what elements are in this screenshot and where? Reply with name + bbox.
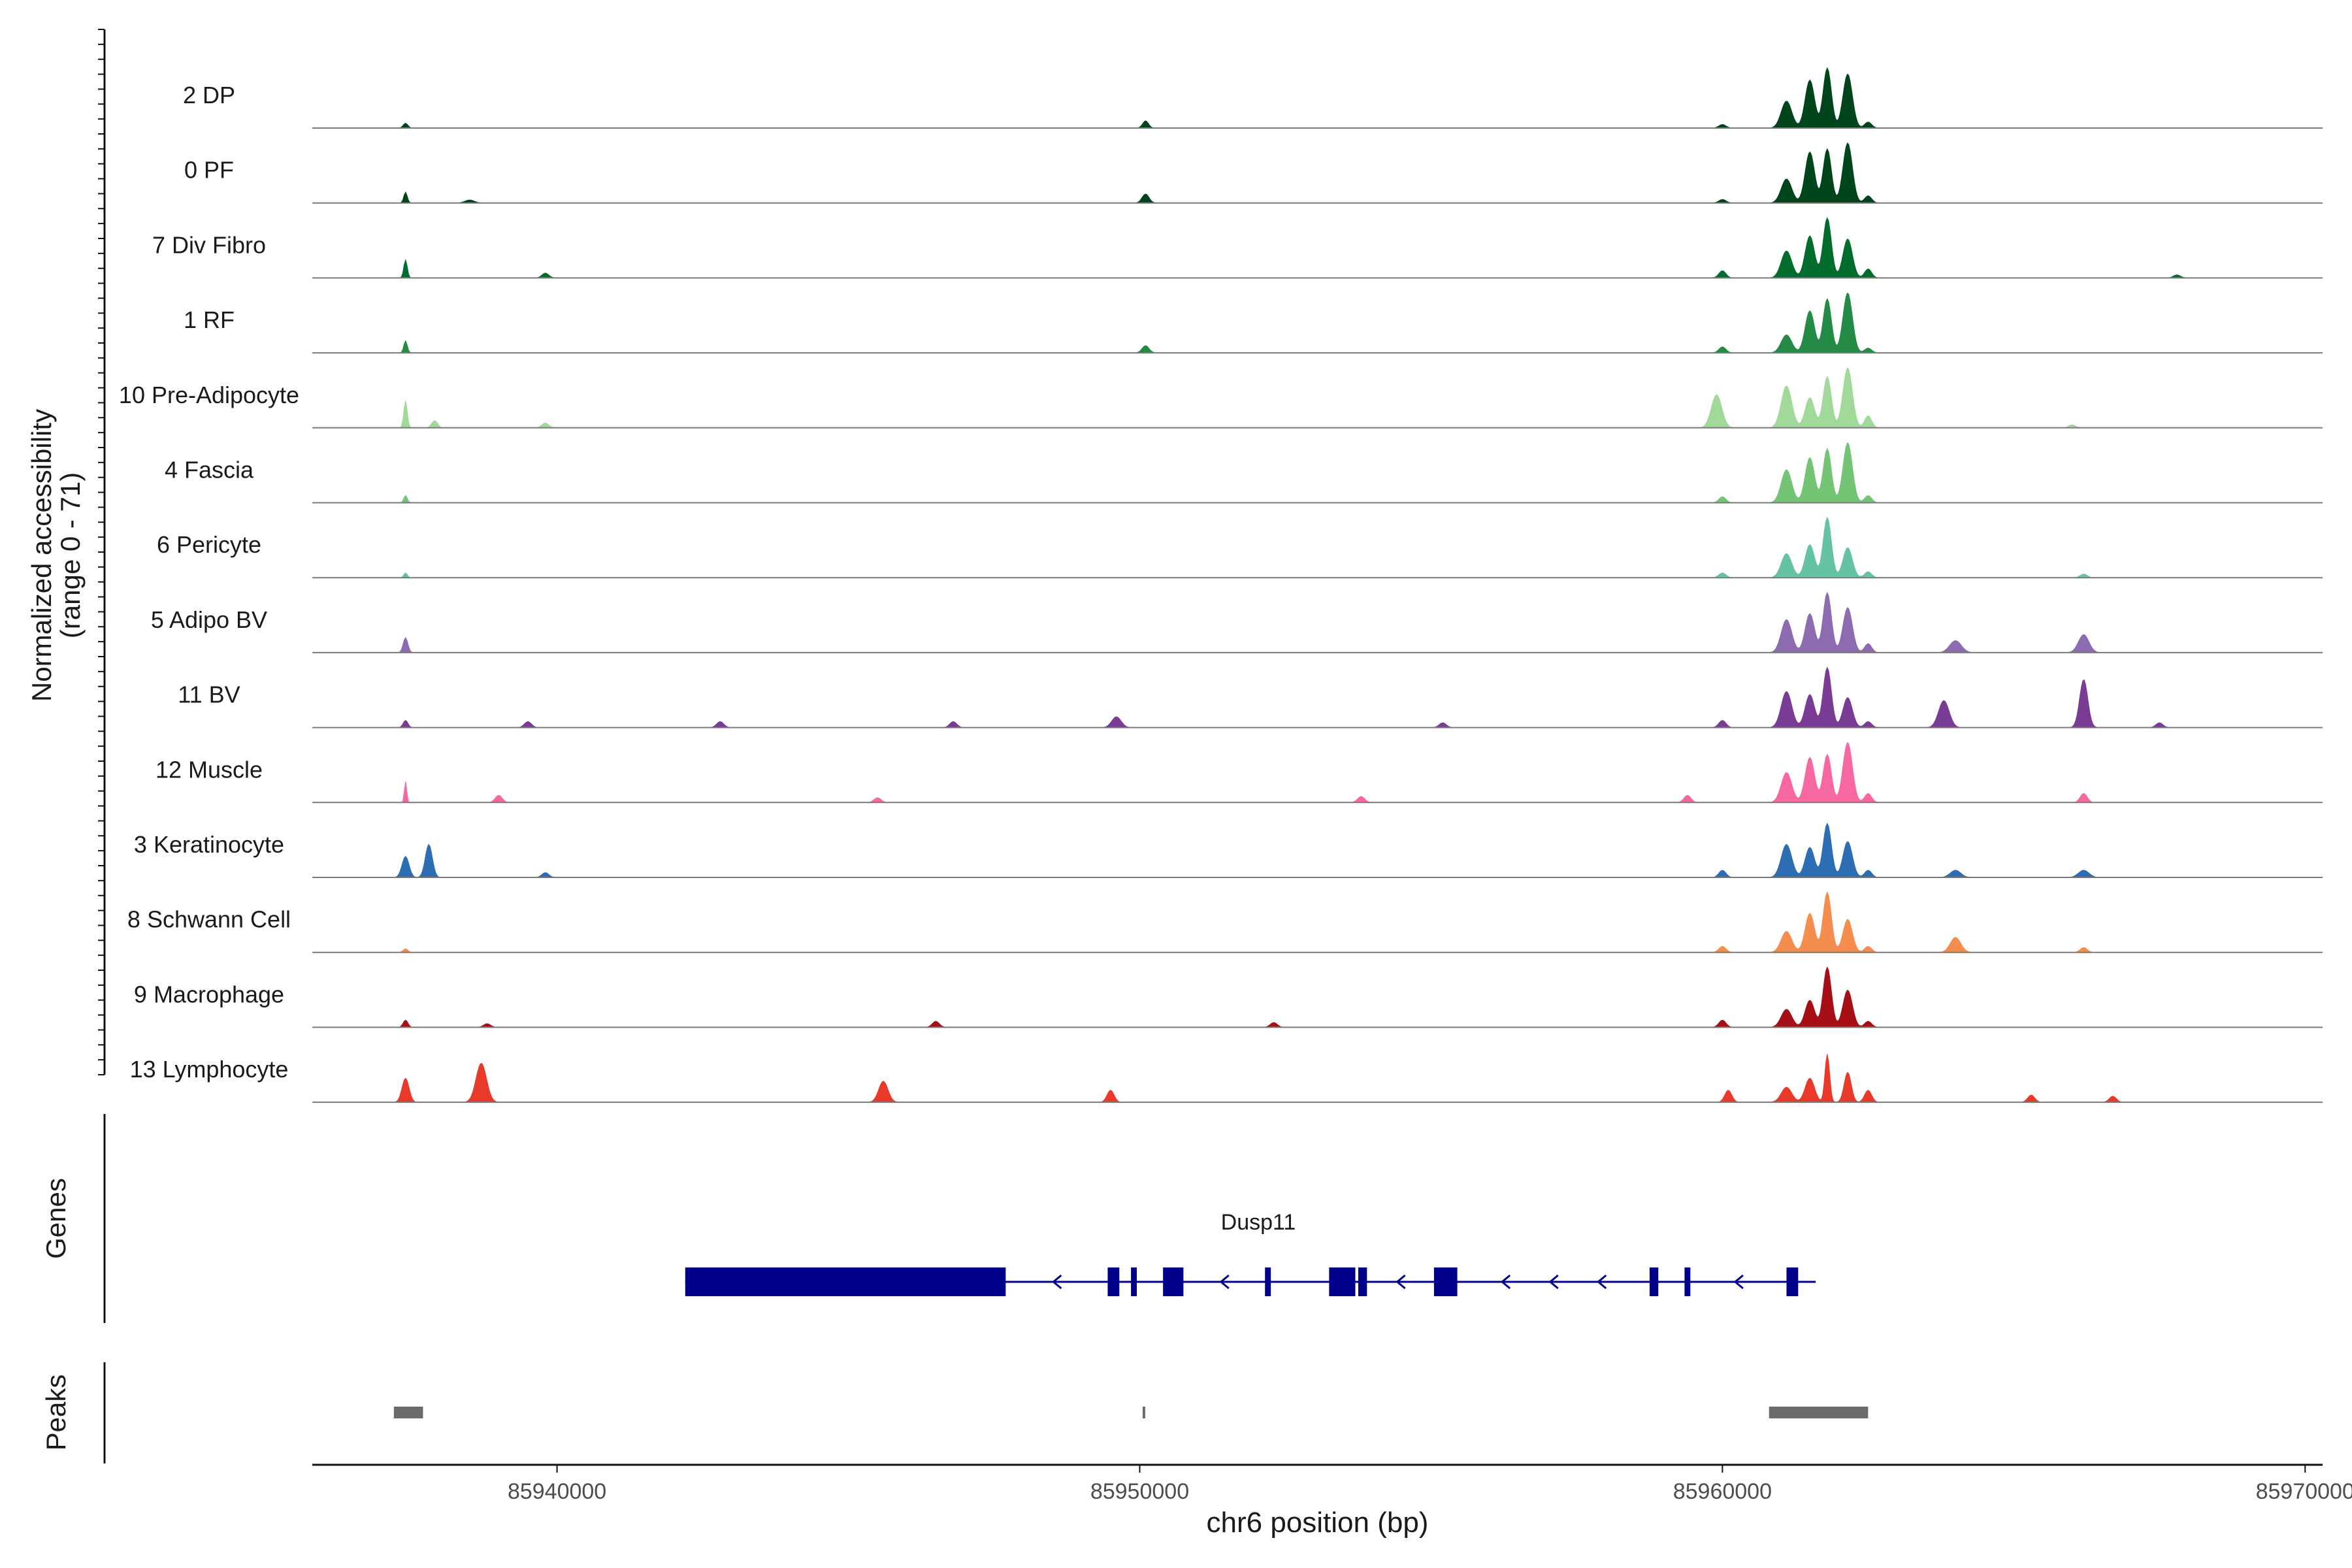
track-4-fascia: 4 Fascia [165, 442, 2323, 504]
track-7-div-fibro: 7 Div Fibro [152, 217, 2323, 279]
track-signal [312, 591, 2323, 653]
x-tick-label: 85950000 [1090, 1479, 1189, 1504]
track-label: 5 Adipo BV [151, 606, 267, 633]
track-signal [312, 891, 2323, 953]
x-tick-label: 85940000 [508, 1479, 606, 1504]
track-label: 8 Schwann Cell [127, 906, 291, 933]
track-signal [312, 217, 2323, 278]
peak-region [1142, 1407, 1145, 1418]
x-tick-label: 85970000 [2256, 1479, 2352, 1504]
track-signal [312, 666, 2323, 728]
track-label: 9 Macrophage [134, 981, 284, 1007]
track-9-macrophage: 9 Macrophage [134, 966, 2323, 1028]
track-signal [312, 742, 2323, 803]
track-label: 7 Div Fibro [152, 231, 266, 258]
exon [1684, 1267, 1691, 1296]
track-13-lymphocyte: 13 Lymphocyte [130, 1054, 2323, 1103]
track-signal [312, 822, 2323, 878]
track-label: 0 PF [184, 157, 234, 184]
track-3-keratinocyte: 3 Keratinocyte [134, 822, 2323, 878]
track-signal [312, 367, 2323, 429]
track-1-rf: 1 RF [184, 292, 2323, 354]
x-axis: 85940000 85950000 85960000 85970000 [312, 1463, 2352, 1504]
exon [1786, 1267, 1799, 1296]
coverage-tracks: 2 DP 0 PF 7 Div Fibro 1 RF 10 Pre-Adipocyte 4… [119, 67, 2323, 1103]
strand-arrow [1596, 1274, 1607, 1290]
track-label: 12 Muscle [155, 756, 263, 783]
track-0-pf: 0 PF [184, 142, 2323, 204]
strand-arrow [1733, 1274, 1744, 1290]
exon [1433, 1267, 1458, 1296]
strand-arrow [1396, 1274, 1406, 1290]
strand-arrow [1548, 1274, 1559, 1290]
exon [1265, 1267, 1271, 1296]
track-label: 10 Pre-Adipocyte [119, 382, 299, 408]
peak-region [1769, 1407, 1869, 1418]
track-12-muscle: 12 Muscle [155, 742, 2323, 804]
track-signal [312, 442, 2323, 503]
track-label: 6 Pericyte [157, 531, 261, 558]
exon [1358, 1267, 1367, 1296]
track-signal [312, 142, 2323, 204]
track-8-schwann-cell: 8 Schwann Cell [127, 891, 2323, 953]
peaks-track-label: Peaks [41, 1375, 71, 1451]
track-signal [312, 292, 2323, 353]
track-signal [312, 67, 2323, 129]
x-axis-title: chr6 position (bp) [1207, 1507, 1429, 1539]
y-axis-range-label: (range 0 - 71) [55, 472, 86, 638]
track-label: 3 Keratinocyte [134, 831, 284, 858]
genes-track-label: Genes [41, 1178, 71, 1259]
track-label: 2 DP [183, 82, 235, 108]
exon [1649, 1267, 1659, 1296]
track-5-adipo-bv: 5 Adipo BV [151, 591, 2323, 653]
gene-annotation-track [103, 1114, 1816, 1323]
exon [1329, 1267, 1356, 1296]
track-signal [312, 966, 2323, 1028]
track-label: 13 Lymphocyte [130, 1056, 289, 1083]
track-label: 1 RF [184, 306, 235, 333]
track-signal [312, 516, 2323, 578]
strand-arrow [1052, 1274, 1062, 1290]
peaks-track [103, 1362, 1869, 1463]
track-label: 4 Fascia [165, 457, 254, 483]
track-2-dp: 2 DP [183, 67, 2323, 129]
exon [685, 1267, 1006, 1296]
accessibility-y-axis [98, 29, 106, 1075]
track-11-bv: 11 BV [178, 666, 2323, 728]
exon [1163, 1267, 1184, 1296]
exon [1131, 1267, 1137, 1296]
strand-arrow [1500, 1274, 1511, 1290]
peak-region [393, 1407, 423, 1418]
strand-arrow [1219, 1274, 1230, 1290]
gene-name-label: Dusp11 [1221, 1210, 1296, 1235]
track-label: 11 BV [178, 681, 240, 708]
exon [1107, 1267, 1120, 1296]
track-10-pre-adipocyte: 10 Pre-Adipocyte [119, 367, 2323, 429]
x-tick-label: 85960000 [1673, 1479, 1772, 1504]
track-signal [312, 1054, 2323, 1103]
track-6-pericyte: 6 Pericyte [157, 516, 2323, 579]
y-axis-title: Normalized accessibility [26, 409, 57, 702]
